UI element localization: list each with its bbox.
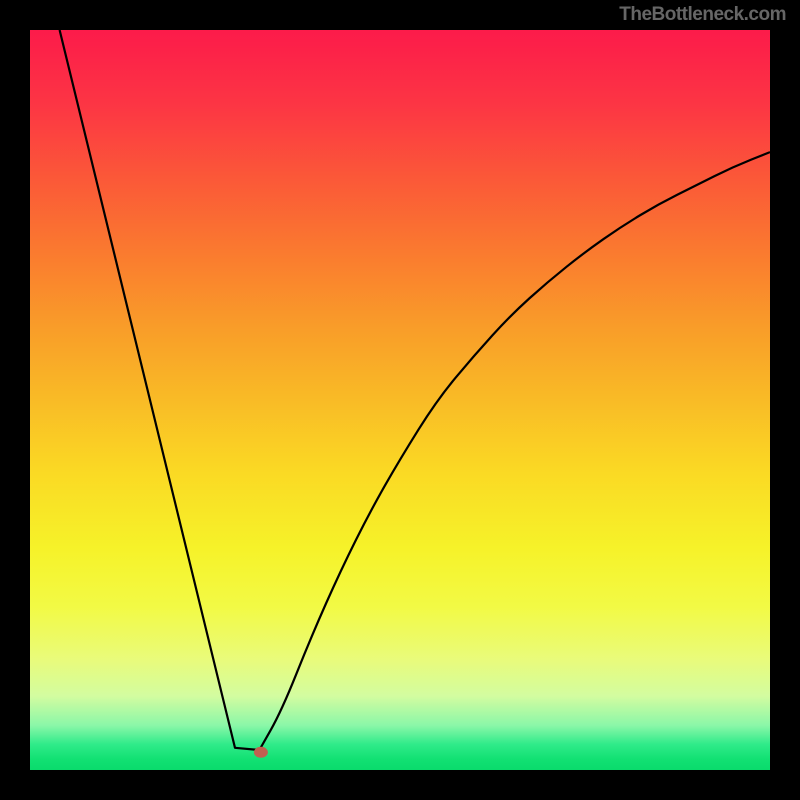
bottleneck-chart: [0, 0, 800, 800]
watermark-text: TheBottleneck.com: [619, 4, 786, 26]
chart-canvas: [0, 0, 800, 800]
plot-background: [30, 30, 770, 770]
optimal-point-marker: [254, 747, 268, 758]
